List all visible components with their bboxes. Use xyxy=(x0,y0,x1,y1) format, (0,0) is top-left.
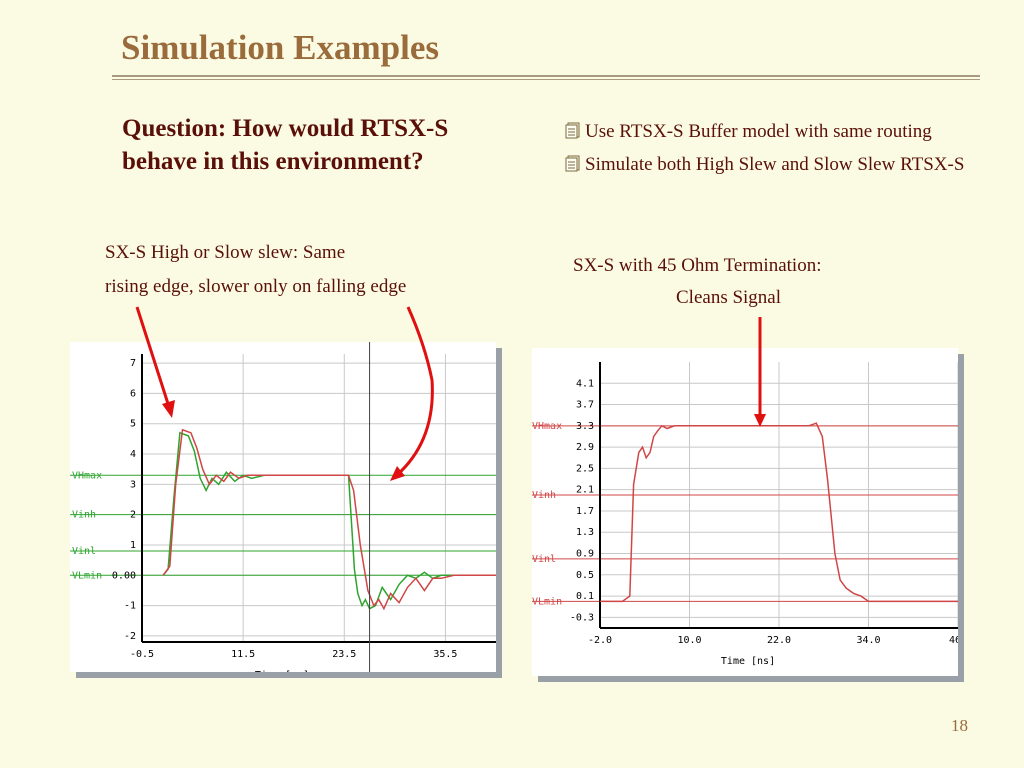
arrow-head xyxy=(162,400,175,418)
threshold-label: VHmax xyxy=(72,470,102,481)
x-tick-label: -2.0 xyxy=(588,635,612,646)
y-tick-label: 3.7 xyxy=(576,400,594,411)
x-tick-label: 34.0 xyxy=(856,635,880,646)
waveform-plot-right: VHmax Vinh Vinl VLmin 4.1 3.7 3.3 2.9 2.5 2.1 1.7 1… xyxy=(532,348,958,676)
y-tick-label: 0.1 xyxy=(576,591,594,602)
y-tick-label: 6 xyxy=(130,388,136,399)
question-text: Question: How would RTSX-S behave in thi… xyxy=(122,115,449,175)
waveform-chart-right: VHmax Vinh Vinl VLmin 4.1 3.7 3.3 2.9 2.5 2.1 1.7 1… xyxy=(532,362,958,667)
threshold-label: Vinh xyxy=(72,510,96,521)
slide-title: Simulation Examples xyxy=(121,28,439,67)
notepad-bullet-icon xyxy=(565,155,580,172)
arrow-head xyxy=(390,466,405,481)
y-tick-label: 3 xyxy=(130,479,136,490)
x-tick-label: 10.0 xyxy=(677,635,701,646)
y-tick-label: 3.3 xyxy=(576,421,594,432)
threshold-label: VHmax xyxy=(532,421,562,432)
threshold-label: VLmin xyxy=(72,570,102,581)
y-tick-label: 0.00 xyxy=(112,570,136,581)
x-tick-label: 23.5 xyxy=(332,649,356,660)
waveform-chart-left: VHmax Vinh Vinl VLmin 7 6 5 4 3 2 1 0.00 -1 -2 -0.5 11.… xyxy=(70,342,496,672)
bullet-item: Use RTSX-S Buffer model with same routin… xyxy=(565,118,985,145)
notepad-bullet-icon xyxy=(565,122,580,139)
x-tick-label: 11.5 xyxy=(231,649,255,660)
caption-left-line: rising edge, slower only on falling edge xyxy=(105,276,407,297)
title-underline-thin xyxy=(112,79,980,80)
x-axis-label: Time [ns] xyxy=(255,670,309,672)
bullet-item: Simulate both High Slew and Slow Slew RT… xyxy=(565,151,985,178)
y-tick-label: 7 xyxy=(130,358,136,369)
y-tick-label: -2 xyxy=(124,631,136,642)
y-tick-label: 0.9 xyxy=(576,549,594,560)
arrow-falling-edge xyxy=(395,306,434,477)
y-tick-label: 1.7 xyxy=(576,506,594,517)
x-axis-label: Time [ns] xyxy=(721,656,775,667)
x-tick-label: 35.5 xyxy=(433,649,457,660)
bullet-list: Use RTSX-S Buffer model with same routin… xyxy=(565,118,985,184)
y-tick-label: 4.1 xyxy=(576,378,594,389)
x-tick-label: 22.0 xyxy=(767,635,791,646)
y-tick-label: 5 xyxy=(130,419,136,430)
threshold-label: Vinh xyxy=(532,490,556,501)
y-tick-label: -0.3 xyxy=(570,612,594,623)
y-tick-label: -1 xyxy=(124,601,136,612)
x-tick-label: 46. xyxy=(949,635,958,646)
y-tick-label: 4 xyxy=(130,449,136,460)
x-tick-label: -0.5 xyxy=(130,649,154,660)
y-tick-label: 1.3 xyxy=(576,527,594,538)
y-tick-label: 2.1 xyxy=(576,485,594,496)
arrow-rising-edge xyxy=(135,306,172,411)
y-tick-label: 2.5 xyxy=(576,463,594,474)
y-tick-label: 0.5 xyxy=(576,570,594,581)
threshold-label: VLmin xyxy=(532,596,562,607)
caption-right-line: Cleans Signal xyxy=(676,287,782,308)
bullet-text: Simulate both High Slew and Slow Slew RT… xyxy=(585,154,965,175)
series-line xyxy=(162,428,496,611)
caption-left-line: SX-S High or Slow slew: Same xyxy=(105,242,346,263)
waveform-plot-left: VHmax Vinh Vinl VLmin 7 6 5 4 3 2 1 0.00 -1 -2 -0.5 11.… xyxy=(70,342,496,672)
page-number: 18 xyxy=(951,716,968,735)
threshold-label: Vinl xyxy=(72,546,96,557)
caption-left: SX-S High or Slow slew: Same rising edge… xyxy=(105,236,406,304)
threshold-label: Vinl xyxy=(532,554,556,565)
y-tick-label: 2 xyxy=(130,510,136,521)
bullet-text: Use RTSX-S Buffer model with same routin… xyxy=(585,121,932,142)
caption-right-line: SX-S with 45 Ohm Termination: xyxy=(573,255,822,276)
arrow-head xyxy=(754,414,766,427)
y-tick-label: 2.9 xyxy=(576,442,594,453)
y-tick-label: 1 xyxy=(130,540,136,551)
series-line xyxy=(600,422,958,603)
title-underline xyxy=(112,75,980,77)
